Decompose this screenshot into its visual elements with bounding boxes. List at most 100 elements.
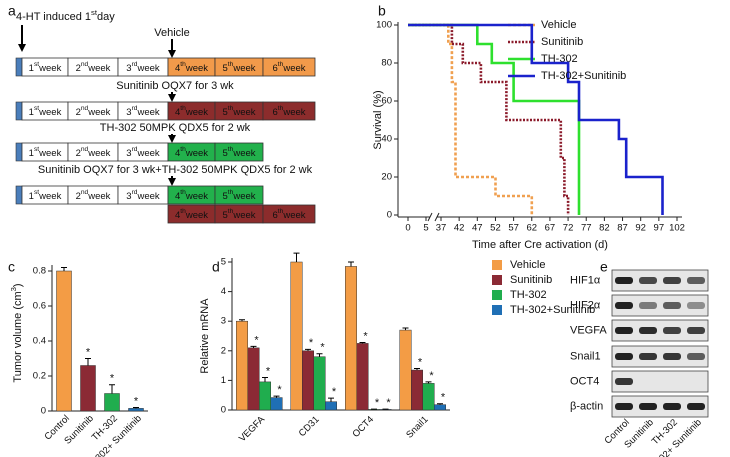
significance-star: * xyxy=(441,392,446,404)
week-label-part: week xyxy=(137,107,160,118)
row-label: TH-302 50MPK QDX5 for 2 wk xyxy=(100,122,251,134)
legend-swatch xyxy=(492,275,502,285)
week-label-part: week xyxy=(185,148,208,159)
error-bar xyxy=(250,345,257,348)
week-label: 1stweek xyxy=(29,189,62,201)
week-label-part: th xyxy=(228,146,234,153)
protein-label: Snail1 xyxy=(570,350,601,362)
start-label-part: day xyxy=(97,11,115,23)
x-tick-label: Snail1 xyxy=(404,414,430,440)
y-tick-label: 3 xyxy=(221,316,226,327)
legend-label: Sunitinib xyxy=(510,274,552,286)
week-label: 4thweek xyxy=(175,61,208,73)
legend-label: Sunitinib xyxy=(541,36,583,48)
bar xyxy=(270,397,283,411)
week-label-part: 3 xyxy=(126,107,131,118)
x-tick-label: CD31 xyxy=(297,414,322,439)
week-label-part: rd xyxy=(132,61,138,68)
protein-label: β-actin xyxy=(570,400,603,412)
week-label: 2ndweek xyxy=(76,105,111,117)
legend-swatch xyxy=(492,305,502,315)
survival-line xyxy=(408,23,570,215)
blot-panel xyxy=(611,294,709,317)
week-label-part: week xyxy=(38,148,61,159)
week-label-part: week xyxy=(38,63,61,74)
bar xyxy=(313,356,326,411)
significance-star: * xyxy=(375,397,380,409)
blot-band xyxy=(663,277,681,284)
week-box xyxy=(262,57,316,77)
blot-band xyxy=(615,302,633,309)
week-label-part: rd xyxy=(132,189,138,196)
week-label-part: st xyxy=(34,61,39,68)
week-label: 4thweek xyxy=(175,189,208,201)
bar xyxy=(422,383,435,411)
week-label: 6thweek xyxy=(272,105,305,117)
error-bar xyxy=(273,395,280,398)
error-bar xyxy=(85,358,91,366)
blot-band xyxy=(687,403,705,410)
y-tick-label: 0.2 xyxy=(33,371,46,382)
week-label-part: week xyxy=(282,107,305,118)
bar xyxy=(80,365,96,412)
error-bar xyxy=(425,381,432,384)
week-label: 1stweek xyxy=(29,146,62,158)
significance-star: * xyxy=(363,330,368,342)
x-tick-label: 62 xyxy=(526,223,537,234)
error-bar xyxy=(133,407,139,409)
week-label-part: nd xyxy=(81,105,89,112)
row-label: Sunitinib OQX7 for 3 wk xyxy=(116,80,234,92)
blot-band xyxy=(639,327,657,334)
x-axis-label: Time after Cre activation (d) xyxy=(472,239,608,251)
week-label-part: nd xyxy=(81,189,89,196)
y-tick-label: 20 xyxy=(381,172,392,183)
bar xyxy=(290,261,303,411)
panel-label: b xyxy=(378,3,386,19)
week-box xyxy=(262,101,316,121)
week-label-part: 2 xyxy=(76,148,81,159)
week-label-part: 1 xyxy=(29,148,34,159)
y-axis-label-part: 3 xyxy=(9,287,18,291)
legend-label: TH-302+Sunitinib xyxy=(541,70,626,82)
week-label: 1stweek xyxy=(29,61,62,73)
week-label-part: 5 xyxy=(222,63,227,74)
bar xyxy=(236,320,248,411)
week-label-part: 3 xyxy=(126,63,131,74)
week-label-part: 2 xyxy=(76,63,81,74)
week-label-part: week xyxy=(185,107,208,118)
bar xyxy=(434,404,446,411)
week-label-part: th xyxy=(228,189,234,196)
blot-band xyxy=(663,403,681,410)
week-label-part: week xyxy=(87,191,110,202)
error-bar xyxy=(316,353,323,357)
blot-panel xyxy=(611,370,709,393)
blot-band xyxy=(639,403,657,410)
error-bar xyxy=(305,348,311,351)
panel-label: c xyxy=(8,259,15,275)
week-label-part: 5 xyxy=(222,210,227,221)
x-tick-label: 77 xyxy=(581,223,592,234)
x-tick-label: 102 xyxy=(669,223,685,234)
panel-label: d xyxy=(212,259,220,275)
blot-band xyxy=(687,353,705,360)
error-bar xyxy=(61,267,67,271)
week-label-part: th xyxy=(180,105,186,112)
y-tick-label: 5 xyxy=(221,257,226,268)
week-label-part: week xyxy=(137,63,160,74)
week-label-part: 6 xyxy=(272,63,277,74)
y-tick-label: 0 xyxy=(221,405,226,416)
blot-band xyxy=(663,302,681,309)
arrow-head xyxy=(168,135,176,143)
error-bar xyxy=(402,327,409,331)
y-tick-label: 2 xyxy=(221,345,226,356)
week-label-part: 1 xyxy=(29,63,34,74)
blot-band xyxy=(687,277,705,284)
bar xyxy=(302,350,314,411)
week-label-part: 6 xyxy=(272,107,277,118)
week-label-part: 2 xyxy=(76,191,81,202)
blot-panel xyxy=(611,269,709,292)
error-bar xyxy=(359,342,366,344)
significance-star: * xyxy=(86,346,91,358)
week-label-part: 4 xyxy=(175,191,180,202)
x-tick-label: 52 xyxy=(490,223,501,234)
